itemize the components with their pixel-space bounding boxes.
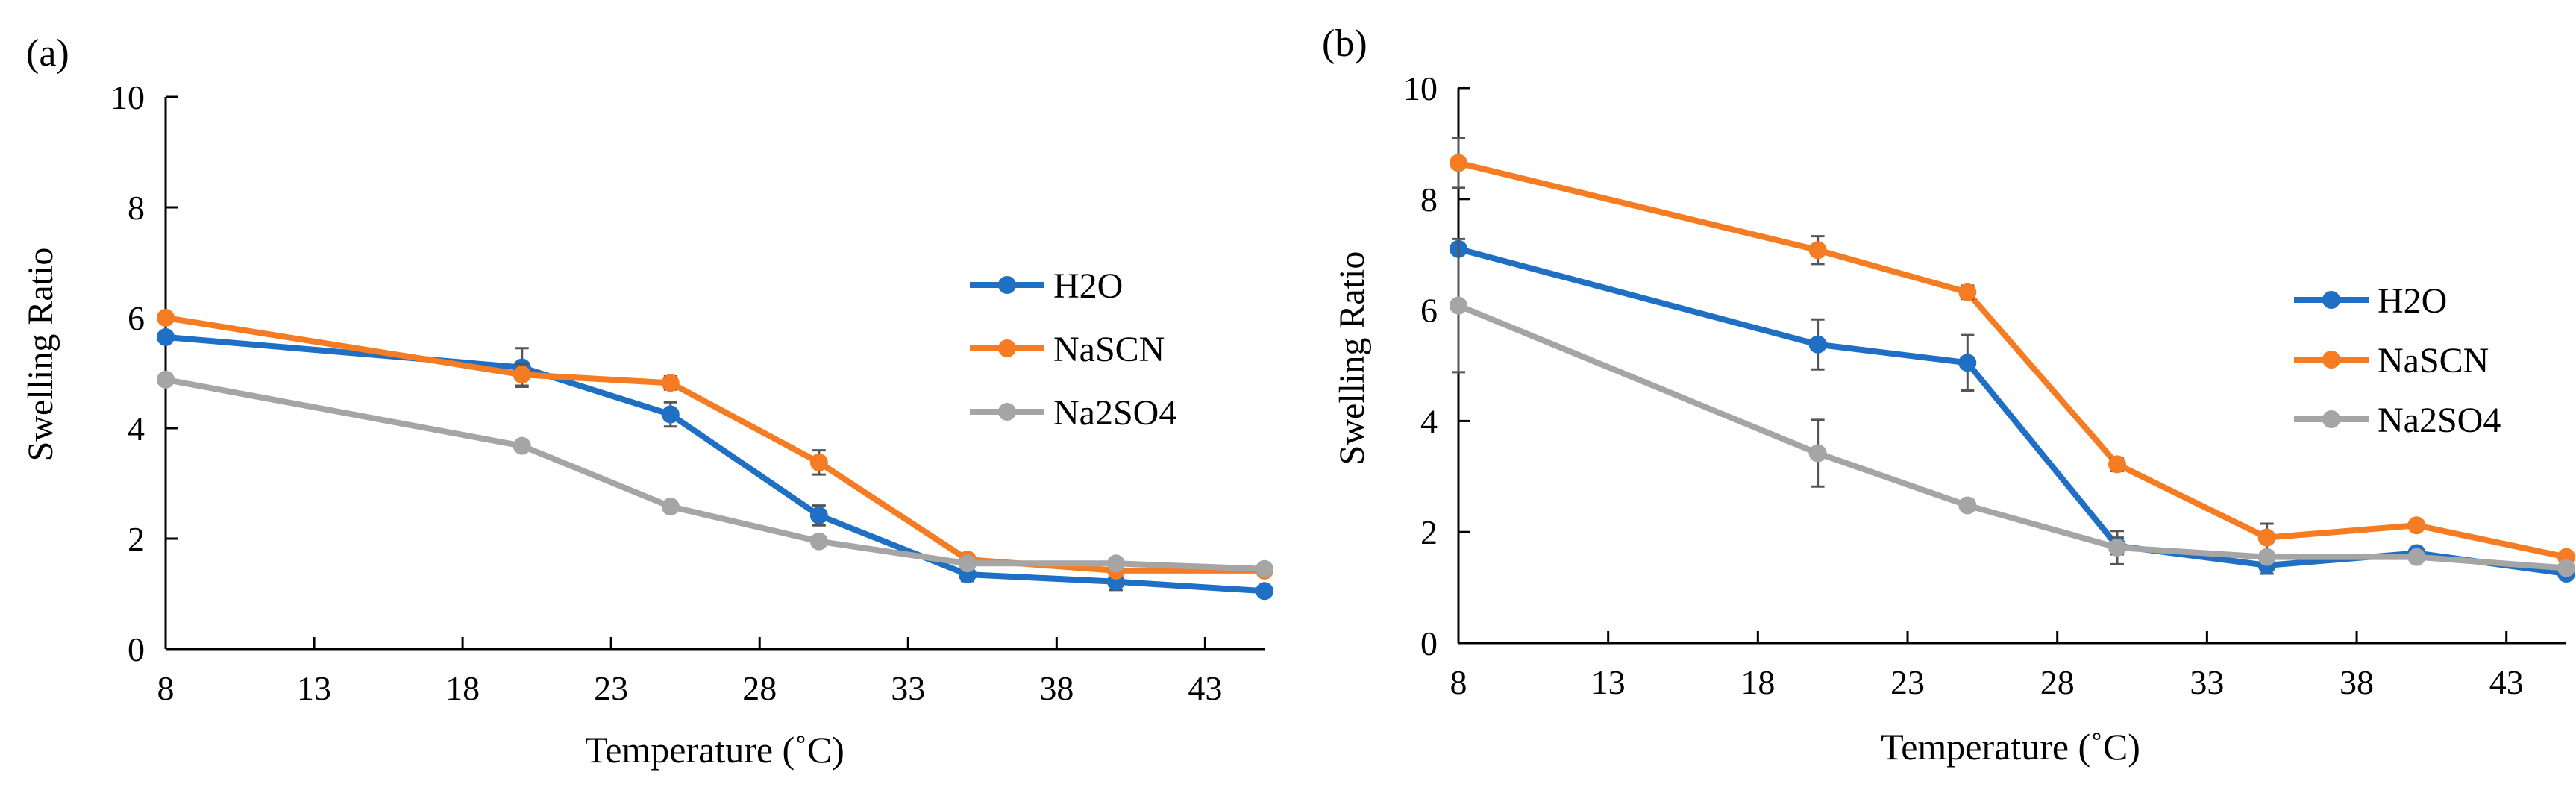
legend-label: NaSCN <box>2378 341 2489 380</box>
legend-entry-Na2SO4-a: Na2SO4 <box>970 393 1176 433</box>
data-point <box>2108 539 2126 557</box>
y-tick-label: 4 <box>1420 402 1438 440</box>
y-tick-label: 0 <box>1420 624 1438 662</box>
data-point <box>513 437 531 455</box>
data-point <box>157 309 175 327</box>
data-point <box>1809 336 1827 354</box>
legend-entry-NaSCN-a: NaSCN <box>970 330 1165 369</box>
y-tick-label: 2 <box>128 520 145 558</box>
data-point <box>157 328 175 346</box>
y-axis-label-a: Swelling Ratio <box>21 248 60 462</box>
data-point <box>2108 455 2126 473</box>
legend-entry-Na2SO4-b: Na2SO4 <box>2294 401 2501 440</box>
data-point <box>2407 516 2425 534</box>
y-tick-label: 10 <box>1403 69 1438 107</box>
data-point <box>1958 283 1976 301</box>
legend-entry-H2O-b: H2O <box>2294 281 2447 321</box>
data-point <box>1958 354 1976 372</box>
data-point <box>1256 582 1273 600</box>
data-point <box>662 498 680 515</box>
x-tick-label: 38 <box>1039 669 1074 707</box>
legend-entry-H2O-a: H2O <box>970 266 1123 306</box>
panel-label-b: (b) <box>1322 22 1367 65</box>
data-point <box>662 374 680 392</box>
x-axis-label-a: Temperature (˚C) <box>585 729 844 771</box>
data-point <box>810 454 828 471</box>
legend-swatch-marker <box>2322 351 2340 369</box>
data-point <box>2557 559 2575 577</box>
series-line <box>166 337 1265 591</box>
data-point <box>2258 529 2276 547</box>
x-tick-label: 43 <box>1188 669 1222 707</box>
legend-label: H2O <box>2378 281 2447 321</box>
y-tick-label: 8 <box>128 189 145 227</box>
data-point <box>1256 560 1273 578</box>
legend-label: NaSCN <box>1053 330 1165 369</box>
legend-label: H2O <box>1053 266 1123 306</box>
x-tick-label: 18 <box>445 669 480 707</box>
data-point <box>2407 548 2425 566</box>
legend-swatch-marker <box>998 276 1016 294</box>
legend-swatch-marker <box>2322 291 2340 309</box>
data-point <box>1809 445 1827 463</box>
panel-a: (a) Swelling Ratio Temperature (˚C) 0 2 4 6… <box>21 32 1273 771</box>
data-point <box>157 371 175 389</box>
data-point <box>810 507 828 524</box>
x-tick-label: 23 <box>1890 663 1925 701</box>
data-point <box>959 554 977 572</box>
x-tick-label: 8 <box>157 669 175 707</box>
y-axis-label-b: Swelling Ratio <box>1332 251 1372 465</box>
data-point <box>2258 548 2276 566</box>
x-tick-label: 13 <box>297 669 331 707</box>
data-point <box>1450 154 1467 172</box>
panel-label-a: (a) <box>26 32 69 75</box>
x-tick-label: 33 <box>2190 663 2224 701</box>
data-point <box>513 366 531 383</box>
y-tick-label: 2 <box>1420 513 1438 551</box>
x-tick-label: 38 <box>2340 663 2374 701</box>
x-tick-label: 28 <box>742 669 777 707</box>
y-tick-label: 6 <box>1420 292 1438 330</box>
panel-b: (b) Swelling Ratio Temperature (˚C) 0 2 4 6… <box>1322 22 2575 768</box>
legend-swatch-marker <box>998 403 1016 421</box>
y-tick-label: 8 <box>1420 181 1438 219</box>
x-tick-label: 23 <box>594 669 628 707</box>
x-tick-label: 18 <box>1740 663 1775 701</box>
data-point <box>1450 297 1467 315</box>
y-tick-label: 0 <box>128 630 145 668</box>
x-tick-label: 33 <box>891 669 925 707</box>
y-tick-label: 10 <box>110 78 145 116</box>
figure: (a) Swelling Ratio Temperature (˚C) 0 2 4 6… <box>0 0 2576 790</box>
legend-label: Na2SO4 <box>2378 401 2501 440</box>
x-tick-label: 8 <box>1450 663 1467 701</box>
y-tick-label: 4 <box>128 410 145 448</box>
x-tick-label: 43 <box>2489 663 2524 701</box>
data-point <box>1107 554 1125 572</box>
data-point <box>1809 241 1827 259</box>
x-tick-label: 28 <box>2040 663 2075 701</box>
y-tick-label: 6 <box>128 299 145 337</box>
legend-label: Na2SO4 <box>1053 393 1176 433</box>
legend-swatch-marker <box>998 339 1016 357</box>
x-axis-label-b: Temperature (˚C) <box>1881 726 2140 768</box>
x-tick-label: 13 <box>1591 663 1626 701</box>
legend-swatch-marker <box>2322 410 2340 428</box>
data-point <box>1958 496 1976 514</box>
data-point <box>810 533 828 551</box>
data-point <box>662 406 680 424</box>
legend-entry-NaSCN-b: NaSCN <box>2294 341 2489 380</box>
